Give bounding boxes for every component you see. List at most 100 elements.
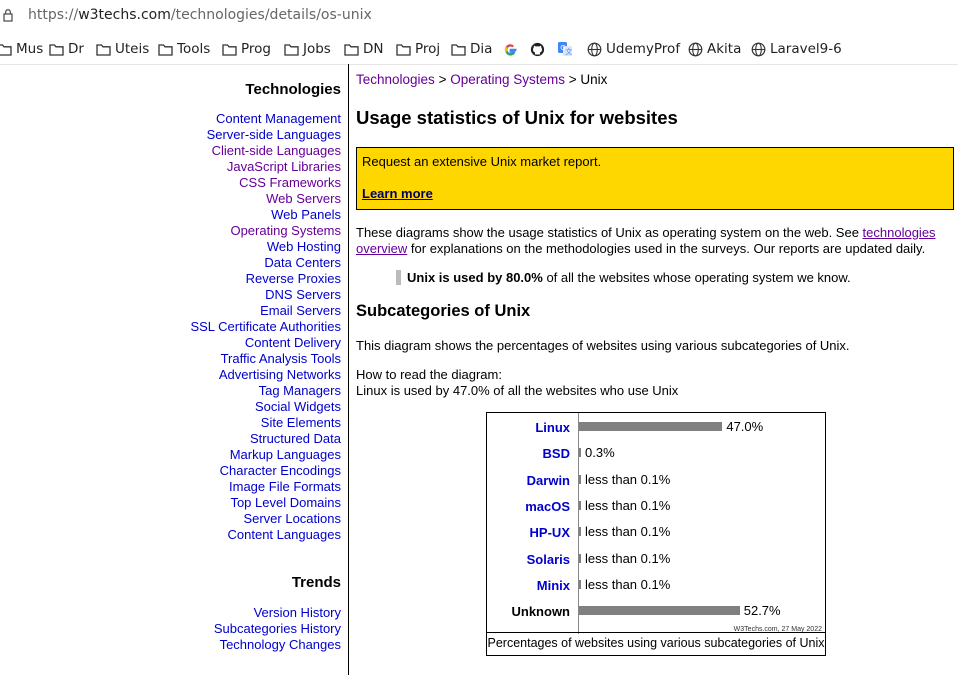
folder-icon (158, 43, 173, 56)
breadcrumb-separator: > (434, 72, 451, 87)
bookmark-mus[interactable]: Mus (0, 40, 43, 58)
trend-link-subcategories-history[interactable]: Subcategories History (213, 621, 341, 636)
trend-link-version-history[interactable]: Version History (253, 605, 341, 620)
intro-paragraph: These diagrams show the usage statistics… (356, 225, 952, 257)
chart-value-label: less than 0.1% (585, 550, 671, 566)
bookmark-proj[interactable]: Proj (396, 40, 440, 58)
chart-category-label[interactable]: Linux (535, 420, 570, 435)
bookmark-github[interactable] (530, 40, 545, 58)
chart-bar (579, 422, 723, 431)
bookmark-uteis[interactable]: Uteis (96, 40, 149, 58)
bookmark-label: Akita (707, 41, 742, 57)
bookmark-dn[interactable]: DN (344, 40, 384, 58)
usage-highlight: Unix is used by 80.0% of all the website… (396, 270, 851, 285)
url-bar[interactable]: https://w3techs.com/technologies/details… (0, 0, 958, 32)
nav-link-ssl-certificate-authorities[interactable]: SSL Certificate Authorities (190, 319, 341, 334)
bookmark-label: Laravel9-6 (770, 41, 842, 57)
folder-icon (396, 43, 411, 56)
howto-line-1: How to read the diagram: (356, 367, 502, 382)
chart-category-label[interactable]: Minix (536, 577, 570, 593)
chart-category-label[interactable]: HP-UX (529, 525, 570, 541)
nav-link-reverse-proxies[interactable]: Reverse Proxies (245, 271, 341, 286)
bookmark-jobs[interactable]: Jobs (284, 40, 331, 58)
bookmarks-bar: Mus Dr Uteis Tools Prog Jobs DN Proj Dia G 文 UdemyP… (0, 34, 958, 65)
bookmark-label: DN (363, 41, 384, 57)
lock-icon (3, 9, 13, 22)
nav-link-content-management[interactable]: Content Management (215, 111, 341, 126)
nav-link-dns-servers[interactable]: DNS Servers (265, 287, 341, 302)
nav-link-traffic-analysis-tools[interactable]: Traffic Analysis Tools (220, 351, 341, 366)
nav-link-client-side-languages[interactable]: Client-side Languages (211, 143, 341, 158)
url-host: w3techs.com (78, 7, 171, 23)
nav-link-server-locations[interactable]: Server Locations (243, 511, 341, 526)
bookmark-tools[interactable]: Tools (158, 40, 210, 58)
bookmark-akita[interactable]: Akita (688, 40, 741, 58)
nav-link-content-delivery[interactable]: Content Delivery (244, 335, 341, 350)
nav-link-tag-managers[interactable]: Tag Managers (258, 383, 341, 398)
technologies-overview-link[interactable]: technologies overview (356, 225, 936, 256)
chart-category-label[interactable]: Darwin (526, 472, 570, 488)
bookmark-label: Uteis (115, 41, 150, 57)
github-icon (530, 42, 545, 57)
nav-link-web-panels[interactable]: Web Panels (271, 207, 341, 222)
folder-icon (222, 43, 237, 56)
breadcrumb-technologies[interactable]: Technologies (356, 72, 435, 87)
nav-link-content-languages[interactable]: Content Languages (227, 527, 341, 542)
chart-value-label: 0.3% (585, 445, 615, 461)
subcategories-chart: W3Techs.com, 27 May 2022 Percentages of … (486, 412, 826, 656)
chart-axis (578, 413, 579, 634)
nav-link-javascript-libraries[interactable]: JavaScript Libraries (226, 159, 341, 174)
nav-link-server-side-languages[interactable]: Server-side Languages (206, 127, 341, 142)
breadcrumb: Technologies > Operating Systems > Unix (356, 72, 607, 87)
nav-link-web-servers[interactable]: Web Servers (266, 191, 341, 206)
bookmark-dr[interactable]: Dr (49, 40, 84, 58)
folder-icon (49, 43, 64, 56)
svg-text:文: 文 (565, 47, 572, 56)
bookmark-dia[interactable]: Dia (451, 40, 492, 58)
bookmark-laravel9-6[interactable]: Laravel9-6 (751, 40, 842, 58)
nav-link-top-level-domains[interactable]: Top Level Domains (230, 495, 341, 510)
nav-link-markup-languages[interactable]: Markup Languages (229, 447, 341, 462)
trend-link-technology-changes[interactable]: Technology Changes (219, 637, 341, 652)
nav-link-web-hosting[interactable]: Web Hosting (266, 239, 341, 254)
page-title: Usage statistics of Unix for websites (356, 107, 678, 128)
learn-more-link[interactable]: Learn more (362, 186, 433, 201)
url-text[interactable]: https://w3techs.com/technologies/details… (28, 7, 372, 23)
bookmark-label: UdemyProf (606, 41, 681, 57)
bookmark-udemyprof[interactable]: UdemyProf (587, 40, 680, 58)
breadcrumb-current: Unix (580, 72, 608, 87)
nav-link-operating-systems[interactable]: Operating Systems (230, 223, 341, 238)
nav-link-social-widgets[interactable]: Social Widgets (255, 399, 341, 414)
trends-heading: Trends (291, 574, 341, 591)
nav-link-image-file-formats[interactable]: Image File Formats (229, 479, 341, 494)
nav-link-structured-data[interactable]: Structured Data (249, 431, 341, 446)
chart-source: W3Techs.com, 27 May 2022 (733, 626, 822, 633)
nav-link-site-elements[interactable]: Site Elements (260, 415, 341, 430)
usage-highlight-bold: Unix is used by 80.0% (407, 270, 543, 285)
bookmark-google[interactable] (503, 40, 518, 58)
chart-value-label: 47.0% (726, 419, 764, 434)
subcategories-heading: Subcategories of Unix (356, 302, 531, 320)
nav-link-css-frameworks[interactable]: CSS Frameworks (239, 175, 341, 190)
nav-link-data-centers[interactable]: Data Centers (264, 255, 341, 270)
bookmark-label: Mus (16, 41, 44, 57)
globe-icon (751, 42, 766, 57)
nav-link-email-servers[interactable]: Email Servers (260, 303, 341, 318)
left-navigation: Technologies Content Management Server-si… (0, 64, 349, 675)
chart-category-label: Unknown (511, 604, 571, 620)
chart-value-label: 52.7% (743, 603, 781, 619)
chart-category-label[interactable]: Solaris (526, 551, 570, 567)
chart-category-label[interactable]: macOS (525, 498, 570, 514)
bookmark-label: Tools (177, 41, 211, 57)
bookmark-label: Proj (415, 41, 441, 57)
technologies-heading: Technologies (245, 81, 341, 98)
breadcrumb-operating-systems[interactable]: Operating Systems (450, 72, 565, 87)
bookmark-prog[interactable]: Prog (222, 40, 271, 58)
chart-bar (579, 474, 581, 484)
nav-link-advertising-networks[interactable]: Advertising Networks (218, 367, 341, 382)
chart-category-label[interactable]: BSD (542, 446, 570, 462)
nav-link-character-encodings[interactable]: Character Encodings (219, 463, 341, 478)
url-path: /technologies/details/os-unix (170, 7, 372, 23)
breadcrumb-separator: > (565, 72, 581, 87)
